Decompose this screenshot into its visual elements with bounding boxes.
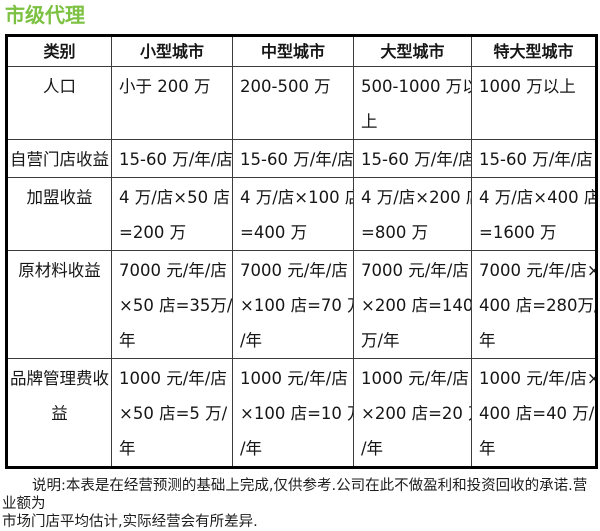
cell-text: 500-1000 万以 — [361, 77, 472, 96]
cell-text: 年 — [119, 331, 136, 350]
cell-text: =800 万 — [361, 223, 429, 242]
table-header-row: 类别 小型城市 中型城市 大型城市 特大型城市 — [6, 35, 597, 67]
cell-population-medium: 200-500 万 — [232, 66, 354, 140]
footnote-line-1: 说明:本表是在经营预测的基础上完成,仅供参考.公司在此不做盈利和投资回收的承诺.… — [2, 478, 588, 512]
header-large-city: 大型城市 — [353, 35, 472, 67]
row-label-raw-material-revenue: 原材料收益 — [6, 250, 112, 359]
cell-text: 1000 元/年/店 — [361, 369, 469, 388]
cell-text: 400 店=40 万/ — [479, 404, 595, 423]
page-title: 市级代理 — [5, 3, 85, 27]
cell-text: 年 — [119, 439, 136, 458]
cell-own-store-medium: 15-60 万/年/店 — [232, 139, 354, 178]
document-page: 市级代理 类别 小型城市 中型城市 大型城市 特大型城市 人口 — [0, 3, 600, 530]
cell-text: 4 万/店×100 店 — [240, 188, 354, 207]
cell-own-store-large: 15-60 万/年/店 — [353, 139, 472, 178]
cell-text: ×200 店=20 万 — [361, 404, 471, 423]
cell-text: 7000 元/年/店 — [361, 261, 469, 280]
cell-franchise-small: 4 万/店×50 店 =200 万 — [111, 177, 233, 251]
row-label-population: 人口 — [6, 66, 112, 140]
cell-text: 4 万/店×200 店 — [361, 188, 472, 207]
cell-text: 原材料收益 — [18, 261, 101, 280]
cell-text: /年 — [361, 439, 384, 458]
cell-text: 品牌管理费收 — [10, 369, 109, 388]
cell-text: 7000 元/年/店× — [479, 261, 597, 280]
header-small-city: 小型城市 — [111, 35, 233, 67]
cell-text: =400 万 — [240, 223, 308, 242]
cell-text: ×50 店=35万/ — [119, 296, 233, 315]
table-row-brand-fee-revenue: 品牌管理费收 益 1000 元/年/店 ×50 店=5 万/ 年 1000 元/… — [6, 358, 597, 468]
cell-population-large: 500-1000 万以 上 — [353, 66, 472, 140]
cell-text: 200-500 万 — [240, 77, 331, 96]
cell-text: 400 店=280万/ — [479, 296, 597, 315]
cell-text: 7000 元/年/店 — [240, 261, 348, 280]
cell-text: ×200 店=140 — [361, 296, 472, 315]
cell-brand-fee-large: 1000 元/年/店 ×200 店=20 万 /年 — [353, 358, 472, 468]
cell-raw-material-mega: 7000 元/年/店× 400 店=280万/ 年 — [471, 250, 597, 359]
cell-text: 15-60 万/年/店 — [240, 150, 354, 169]
cell-text: 1000 元/年/店 — [240, 369, 348, 388]
row-label-brand-fee-revenue: 品牌管理费收 益 — [6, 358, 112, 468]
row-label-own-store-revenue: 自营门店收益 — [6, 139, 112, 178]
cell-franchise-mega: 4 万/店×400 店 =1600 万 — [471, 177, 597, 251]
cell-brand-fee-mega: 1000 元/年/店× 400 店=40 万/ 年 — [471, 358, 597, 468]
cell-text: 人口 — [43, 77, 76, 96]
header-mega-city: 特大型城市 — [471, 35, 597, 67]
cell-text: 7000 元/年/店 — [119, 261, 227, 280]
cell-brand-fee-medium: 1000 元/年/店 ×100 店=10 万 /年 — [232, 358, 354, 468]
city-agency-table: 类别 小型城市 中型城市 大型城市 特大型城市 人口 小于 200 万 200-… — [5, 34, 598, 469]
cell-text: ×50 店=5 万/ — [119, 404, 228, 423]
footnote-line-2: 市场门店平均估计,实际经营会有所差异. — [2, 514, 258, 530]
header-medium-city: 中型城市 — [232, 35, 354, 67]
cell-text: 年 — [479, 439, 496, 458]
cell-text: 小于 200 万 — [119, 77, 211, 96]
cell-text: =1600 万 — [479, 223, 557, 242]
cell-text: 1000 元/年/店× — [479, 369, 597, 388]
cell-own-store-mega: 15-60 万/年/店 — [471, 139, 597, 178]
cell-text: ×100 店=70 万 — [240, 296, 354, 315]
cell-own-store-small: 15-60 万/年/店 — [111, 139, 233, 178]
cell-text: 年 — [479, 331, 496, 350]
cell-text: 1000 万以上 — [479, 77, 576, 96]
cell-raw-material-small: 7000 元/年/店 ×50 店=35万/ 年 — [111, 250, 233, 359]
cell-text: 上 — [361, 112, 378, 131]
cell-raw-material-large: 7000 元/年/店 ×200 店=140 万/年 — [353, 250, 472, 359]
cell-franchise-medium: 4 万/店×100 店 =400 万 — [232, 177, 354, 251]
cell-text: 万/年 — [361, 331, 400, 350]
cell-text: 15-60 万/年/店 — [361, 150, 472, 169]
cell-population-mega: 1000 万以上 — [471, 66, 597, 140]
table-row-franchise-revenue: 加盟收益 4 万/店×50 店 =200 万 4 万/店×100 店 =400 … — [6, 177, 597, 251]
cell-text: 15-60 万/年/店 — [479, 150, 593, 169]
header-category: 类别 — [6, 35, 112, 67]
cell-text: 4 万/店×50 店 — [119, 188, 230, 207]
cell-text: /年 — [240, 439, 263, 458]
table-row-population: 人口 小于 200 万 200-500 万 500-1000 万以 上 1000… — [6, 66, 597, 140]
cell-text: 加盟收益 — [26, 188, 93, 207]
cell-text: ×100 店=10 万 — [240, 404, 354, 423]
cell-text: 自营门店收益 — [10, 150, 109, 169]
cell-raw-material-medium: 7000 元/年/店 ×100 店=70 万 /年 — [232, 250, 354, 359]
footnote: 说明:本表是在经营预测的基础上完成,仅供参考.公司在此不做盈利和投资回收的承诺.… — [2, 477, 598, 531]
cell-text: 4 万/店×400 店 — [479, 188, 597, 207]
cell-population-small: 小于 200 万 — [111, 66, 233, 140]
cell-text: 1000 元/年/店 — [119, 369, 227, 388]
row-label-franchise-revenue: 加盟收益 — [6, 177, 112, 251]
cell-text: 益 — [51, 404, 68, 423]
cell-franchise-large: 4 万/店×200 店 =800 万 — [353, 177, 472, 251]
cell-text: =200 万 — [119, 223, 187, 242]
cell-brand-fee-small: 1000 元/年/店 ×50 店=5 万/ 年 — [111, 358, 233, 468]
table-row-raw-material-revenue: 原材料收益 7000 元/年/店 ×50 店=35万/ 年 7000 元/年/店… — [6, 250, 597, 359]
table-row-own-store-revenue: 自营门店收益 15-60 万/年/店 15-60 万/年/店 15-60 万/年… — [6, 139, 597, 178]
cell-text: 15-60 万/年/店 — [119, 150, 233, 169]
cell-text: /年 — [240, 331, 263, 350]
